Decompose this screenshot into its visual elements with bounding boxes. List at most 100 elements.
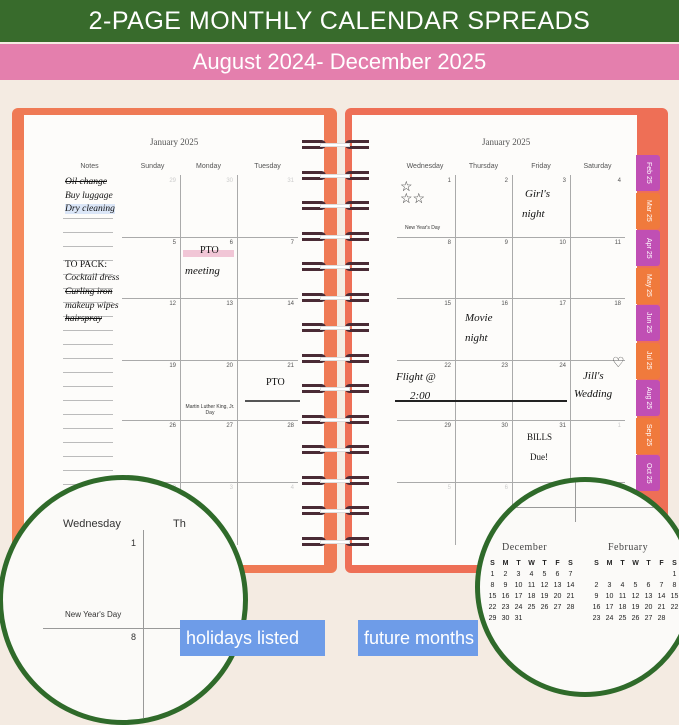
date-number: 7 — [290, 240, 294, 246]
month-tab[interactable]: Oct 25 — [636, 455, 660, 491]
month-tab[interactable]: Aug 25 — [636, 380, 660, 416]
mini-cal-february: S M T W T F S 1 2 3 4 5 6 7 8 9 10 11 12 13 14 15 16 17 18 19 20 21… — [590, 560, 679, 622]
spiral-wire — [320, 387, 350, 391]
day-header: Thursday — [468, 163, 499, 170]
grid-line — [397, 298, 625, 299]
mini-date: 3 — [607, 582, 612, 589]
grid-line — [397, 237, 625, 238]
grid-line — [397, 482, 625, 483]
mini-cal-december: S M T W T F S 1 2 3 4 5 6 7 8 9 10 11 12 13 14 15 16 17 18 19 20 21… — [486, 560, 577, 622]
zoom-date-8: 8 — [131, 632, 137, 642]
mini-date: 14 — [566, 582, 575, 589]
weekday-letter: F — [659, 560, 664, 567]
mini-date: 26 — [540, 604, 549, 611]
grid-line — [122, 482, 298, 483]
weekday-letter: T — [542, 560, 547, 567]
spiral-wire — [320, 448, 350, 452]
mini-date: 31 — [514, 615, 523, 622]
spiral-wire — [320, 509, 350, 513]
grid-line — [397, 360, 625, 361]
banner-subtitle: August 2024- December 2025 — [0, 44, 679, 80]
mini-date: 7 — [568, 571, 573, 578]
month-tab[interactable]: Apr 25 — [636, 230, 660, 266]
mini-date: 10 — [605, 593, 614, 600]
mini-cal-december-title: December — [502, 542, 548, 553]
mini-date: 15 — [488, 593, 497, 600]
mini-date: 4 — [529, 571, 534, 578]
mini-date: 12 — [540, 582, 549, 589]
mini-date: 3 — [516, 571, 521, 578]
date-number: 10 — [559, 240, 566, 246]
note-item: Oil change — [65, 177, 107, 187]
zoom-circle-future-months: December S M T W T F S 1 2 3 4 5 6 7 8 9 10 11 12 13 14 15 16 1… — [475, 477, 679, 697]
mini-date: 21 — [657, 604, 666, 611]
spiral-wire — [320, 417, 350, 422]
mini-date: 1 — [490, 571, 495, 578]
label-holidays-listed: holidays listed — [180, 620, 325, 656]
notes-line — [63, 316, 113, 317]
spiral-wire — [320, 326, 350, 330]
date-number: 23 — [501, 363, 508, 369]
spiral-wire — [320, 539, 350, 544]
month-tab[interactable]: Sep 25 — [636, 417, 660, 454]
event-pto: PTO — [266, 377, 285, 388]
holiday-label: New Year's Day — [405, 225, 441, 231]
mini-date: 10 — [514, 582, 523, 589]
notes-line — [63, 330, 113, 331]
event-girls1: Girl's — [525, 188, 550, 200]
grid-line — [122, 360, 298, 361]
spiral-wire — [320, 478, 350, 483]
mini-date: 26 — [631, 615, 640, 622]
mini-date: 17 — [514, 593, 523, 600]
mini-date: 2 — [503, 571, 508, 578]
stars-doodle: ☆ ☆☆ — [400, 178, 426, 206]
date-number: 6 — [229, 240, 233, 246]
mini-date: 18 — [527, 593, 536, 600]
mini-date: 18 — [618, 604, 627, 611]
mini-date — [616, 571, 629, 578]
month-tab[interactable]: Jun 25 — [636, 305, 660, 341]
month-tab[interactable]: Mar 25 — [636, 192, 660, 229]
mini-date: 8 — [672, 582, 677, 589]
weekday-letter: S — [568, 560, 573, 567]
weekday-letter: T — [516, 560, 521, 567]
mini-date: 29 — [488, 615, 497, 622]
month-tab[interactable]: May 25 — [636, 267, 660, 304]
event-meeting: meeting — [185, 265, 220, 277]
note-item: hairspray — [65, 314, 102, 324]
mini-date: 6 — [555, 571, 560, 578]
zoom-holiday: New Year's Day — [65, 610, 122, 619]
mini-date: 20 — [644, 604, 653, 611]
date-number: 16 — [501, 301, 508, 307]
notes-line — [63, 428, 113, 429]
mini-date: 16 — [592, 604, 601, 611]
date-number: 13 — [226, 301, 233, 307]
notes-line — [63, 274, 113, 275]
underline — [245, 400, 300, 402]
mini-date: 12 — [631, 593, 640, 600]
mini-date: 2 — [594, 582, 599, 589]
event-flight1: Flight @ — [396, 371, 436, 383]
mini-date — [525, 615, 538, 622]
date-number: 18 — [614, 301, 621, 307]
day-header: Friday — [531, 163, 551, 170]
date-number: 8 — [447, 240, 451, 246]
day-header: Sunday — [140, 163, 165, 170]
weekday-letter: S — [490, 560, 495, 567]
notes-line — [63, 358, 113, 359]
month-tab[interactable]: Jul 25 — [636, 342, 660, 379]
mini-date: 19 — [540, 593, 549, 600]
event-wedding1: Jill's — [583, 370, 604, 382]
note-item: Cocktail dress — [65, 273, 120, 283]
event-bills2: Due! — [530, 452, 548, 462]
mini-date: 30 — [501, 615, 510, 622]
mini-date: 23 — [501, 604, 510, 611]
day-header: Tuesday — [254, 163, 281, 170]
zoom-date-1: 1 — [131, 538, 137, 548]
date-number: 29 — [169, 178, 176, 184]
month-tab[interactable]: Feb 25 — [636, 155, 660, 191]
date-number: 1 — [447, 178, 451, 184]
mini-date: 14 — [657, 593, 666, 600]
event-wedding2: Wedding — [574, 388, 613, 400]
mini-date: 4 — [620, 582, 625, 589]
